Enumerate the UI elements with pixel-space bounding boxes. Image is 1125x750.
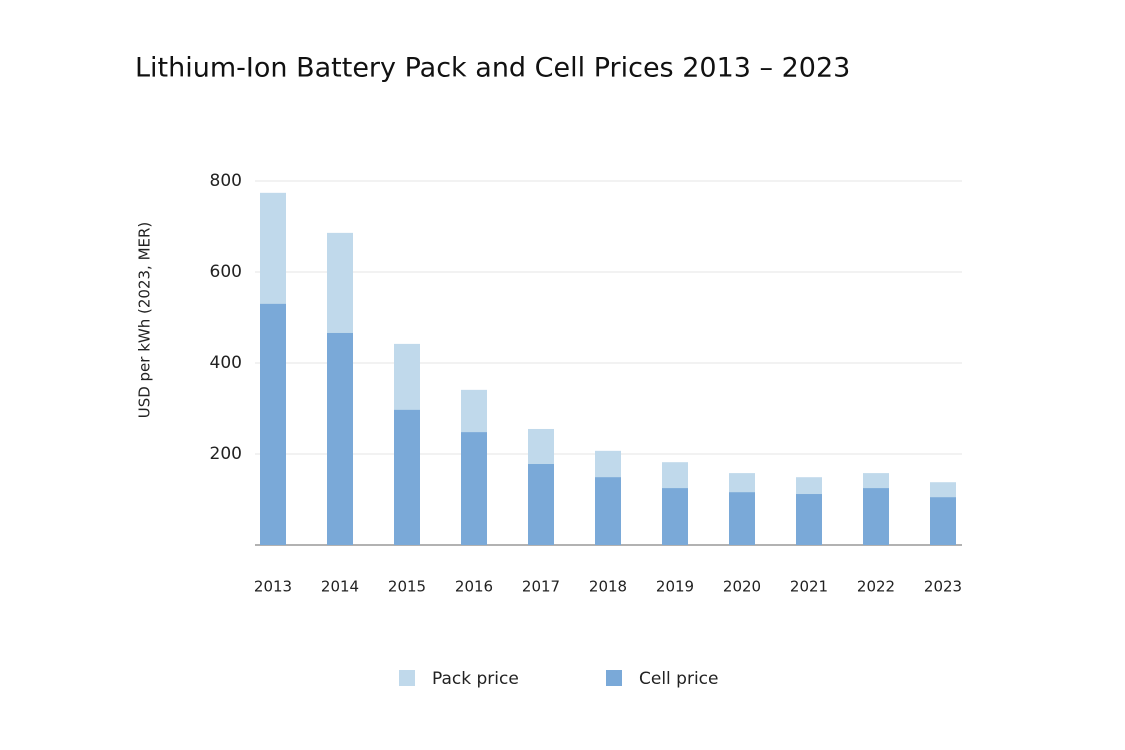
legend-swatch	[399, 670, 415, 686]
y-tick-label: 800	[210, 171, 242, 191]
bar	[595, 477, 621, 545]
bar	[930, 497, 956, 545]
bar	[528, 464, 554, 545]
bar	[461, 432, 487, 545]
x-tick-label: 2023	[924, 578, 962, 596]
bar	[662, 488, 688, 545]
legend-swatch	[606, 670, 622, 686]
x-tick-label: 2016	[455, 578, 493, 596]
bar	[729, 492, 755, 545]
bar	[863, 488, 889, 545]
chart-title: Lithium-Ion Battery Pack and Cell Prices…	[135, 53, 850, 84]
x-tick-label: 2019	[656, 578, 694, 596]
x-tick-label: 2022	[857, 578, 895, 596]
x-tick-label: 2013	[254, 578, 292, 596]
x-tick-label: 2014	[321, 578, 359, 596]
x-tick-label: 2015	[388, 578, 426, 596]
legend-label: Pack price	[432, 669, 519, 689]
bar	[796, 494, 822, 545]
bar	[394, 409, 420, 545]
y-tick-label: 400	[210, 353, 242, 373]
legend-label: Cell price	[639, 669, 719, 689]
y-tick-label: 200	[210, 444, 242, 464]
x-tick-label: 2018	[589, 578, 627, 596]
bar	[327, 332, 353, 545]
x-tick-label: 2021	[790, 578, 828, 596]
y-tick-label: 600	[210, 262, 242, 282]
bar	[260, 303, 286, 545]
x-tick-label: 2020	[723, 578, 761, 596]
y-axis-label: USD per kWh (2023, MER)	[136, 222, 154, 419]
x-tick-label: 2017	[522, 578, 560, 596]
